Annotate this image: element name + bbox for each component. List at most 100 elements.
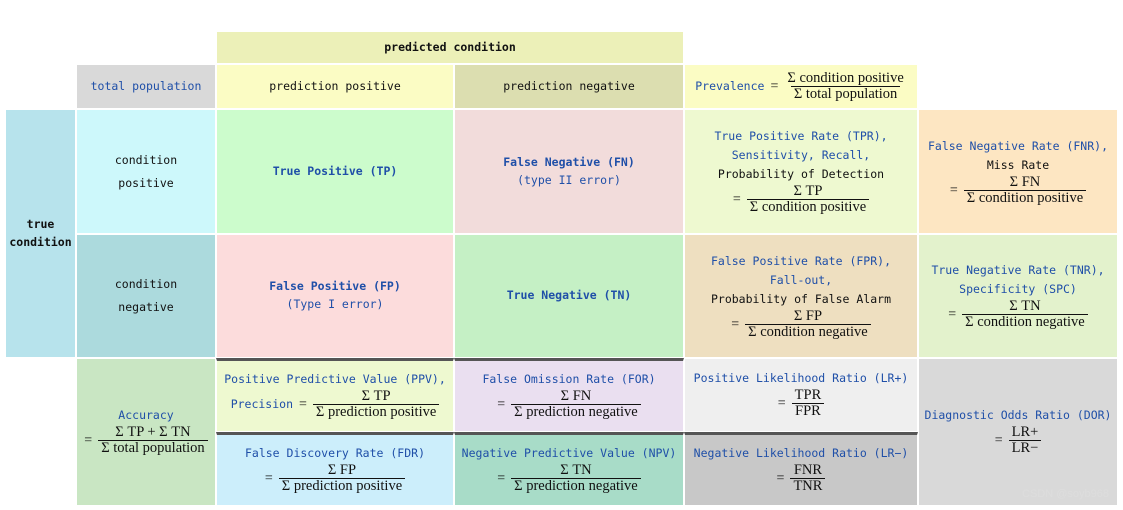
ppv-equals: =: [299, 397, 307, 413]
prevalence-label: Prevalence: [695, 78, 765, 93]
for-cell: False Omission Rate (FOR) = Σ FN Σ predi…: [454, 358, 684, 432]
fnr-cell: False Negative Rate (FNR), Miss Rate = Σ…: [918, 109, 1118, 234]
lr-positive-line1: Positive Likelihood Ratio (LR+): [693, 371, 909, 386]
lr-positive-cell: Positive Likelihood Ratio (LR+) = TPR FP…: [684, 358, 918, 432]
false-positive-label: False Positive (FP): [269, 279, 401, 294]
tnr-equals: =: [948, 307, 957, 323]
tnr-cell: True Negative Rate (TNR), Specificity (S…: [918, 234, 1118, 358]
fpr-numerator: Σ FP: [793, 307, 823, 324]
true-negative-label: True Negative (TN): [506, 288, 632, 303]
total-population-cell: total population: [76, 64, 216, 109]
fnr-line1: False Negative Rate (FNR),: [927, 138, 1108, 153]
npv-equals: =: [497, 471, 506, 487]
ppv-line1: Positive Predictive Value (PPV),: [224, 372, 446, 387]
npv-cell: Negative Predictive Value (NPV) = Σ TN Σ…: [454, 432, 684, 506]
true-condition-header: true condition: [5, 109, 76, 358]
condition-positive-header: condition positive: [76, 109, 216, 234]
ppv-label: Precision: [230, 397, 293, 411]
fpr-cell: False Positive Rate (FPR), Fall-out, Pro…: [684, 234, 918, 358]
lr-negative-line1: Negative Likelihood Ratio (LR−): [693, 446, 909, 461]
lr-negative-fraction: FNR TNR: [790, 462, 826, 494]
false-negative-sub: (type II error): [517, 172, 621, 187]
prediction-positive-label: prediction positive: [269, 78, 401, 93]
prevalence-equals: =: [770, 78, 779, 94]
fnr-numerator: Σ FN: [1009, 173, 1041, 190]
false-positive-sub: (Type I error): [286, 297, 384, 311]
total-population-label: total population: [90, 78, 202, 93]
tpr-denominator: Σ condition positive: [746, 199, 870, 215]
accuracy-equals: =: [84, 433, 93, 449]
fpr-equals: =: [731, 316, 740, 332]
condition-negative-header: condition negative: [76, 234, 216, 358]
tpr-line2: Sensitivity, Recall,: [731, 148, 871, 163]
true-positive-cell: True Positive (TP): [216, 109, 454, 234]
npv-line1: Negative Predictive Value (NPV): [461, 446, 677, 461]
accuracy-cell: Accuracy = Σ TP + Σ TN Σ total populatio…: [76, 358, 216, 506]
fdr-equals: =: [264, 471, 273, 487]
lr-negative-cell: Negative Likelihood Ratio (LR−) = FNR TN…: [684, 432, 918, 506]
lr-negative-numerator: FNR: [793, 462, 823, 479]
ppv-numerator: Σ TP: [361, 388, 391, 405]
dor-numerator: LR+: [1011, 424, 1039, 441]
prevalence-denominator: Σ total population: [790, 86, 901, 102]
fnr-equals: =: [949, 182, 958, 198]
lr-positive-numerator: TPR: [794, 387, 822, 404]
false-negative-label: False Negative (FN): [503, 154, 635, 169]
tnr-fraction: Σ TN Σ condition negative: [962, 299, 1088, 330]
condition-negative-line1: condition: [114, 277, 178, 291]
prevalence-cell: Prevalence = Σ condition positive Σ tota…: [684, 64, 918, 109]
true-condition-line2: condition: [9, 234, 72, 249]
predicted-condition-header: predicted condition: [216, 31, 684, 64]
tpr-cell: True Positive Rate (TPR), Sensitivity, R…: [684, 109, 918, 234]
condition-positive-line1: condition: [114, 152, 178, 167]
prevalence-fraction: Σ condition positive Σ total population: [784, 70, 906, 102]
fnr-line2: Miss Rate: [986, 157, 1050, 172]
for-denominator: Σ prediction negative: [511, 404, 641, 420]
tnr-line1: True Negative Rate (TNR),: [931, 263, 1105, 278]
tnr-line2: Specificity (SPC): [959, 282, 1077, 297]
dor-equals: =: [994, 433, 1003, 449]
dor-line1: Diagnostic Odds Ratio (DOR): [924, 408, 1112, 423]
true-negative-cell: True Negative (TN): [454, 234, 684, 358]
prediction-negative-header: prediction negative: [454, 64, 684, 109]
tnr-denominator: Σ condition negative: [962, 314, 1088, 330]
tpr-numerator: Σ TP: [793, 183, 823, 200]
fdr-fraction: Σ FP Σ prediction positive: [278, 462, 406, 494]
dor-denominator: LR−: [1008, 440, 1042, 456]
for-numerator: Σ FN: [560, 388, 592, 405]
npv-fraction: Σ TN Σ prediction negative: [511, 462, 641, 494]
accuracy-label: Accuracy: [118, 408, 174, 423]
tpr-fraction: Σ TP Σ condition positive: [746, 183, 870, 215]
fpr-line2: Fall-out,: [769, 272, 833, 287]
lr-positive-fraction: TPR FPR: [792, 387, 825, 419]
ppv-denominator: Σ prediction positive: [312, 404, 440, 420]
tpr-line3: Probability of Detection: [717, 167, 885, 182]
fpr-denominator: Σ condition negative: [745, 323, 871, 340]
dor-cell: Diagnostic Odds Ratio (DOR) = LR+ LR−: [918, 358, 1118, 506]
fdr-line1: False Discovery Rate (FDR): [244, 446, 425, 461]
predicted-condition-label: predicted condition: [384, 39, 516, 54]
true-condition-line1: true: [26, 216, 55, 231]
true-positive-label: True Positive (TP): [272, 163, 398, 178]
npv-denominator: Σ prediction negative: [511, 478, 641, 494]
npv-numerator: Σ TN: [560, 462, 592, 479]
watermark: CSDN @soyb968: [1022, 488, 1109, 500]
lr-negative-denominator: TNR: [790, 478, 826, 494]
fdr-numerator: Σ FP: [327, 462, 357, 479]
fpr-line1: False Positive Rate (FPR),: [710, 253, 891, 268]
fnr-fraction: Σ FN Σ condition positive: [963, 173, 1087, 206]
false-positive-cell: False Positive (FP) (Type I error): [216, 234, 454, 358]
fdr-denominator: Σ prediction positive: [278, 478, 406, 494]
false-negative-cell: False Negative (FN) (type II error): [454, 109, 684, 234]
fpr-line3: Probability of False Alarm: [710, 291, 891, 306]
condition-negative-line2: negative: [118, 300, 174, 314]
prediction-positive-header: prediction positive: [216, 64, 454, 109]
for-fraction: Σ FN Σ prediction negative: [511, 388, 641, 420]
ppv-fraction: Σ TP Σ prediction positive: [312, 388, 440, 420]
lr-negative-equals: =: [776, 471, 785, 487]
dor-fraction: LR+ LR−: [1008, 424, 1042, 456]
tpr-line1: True Positive Rate (TPR),: [714, 129, 888, 144]
for-equals: =: [497, 397, 506, 413]
condition-positive-line2: positive: [118, 175, 174, 190]
fpr-fraction: Σ FP Σ condition negative: [745, 307, 871, 340]
